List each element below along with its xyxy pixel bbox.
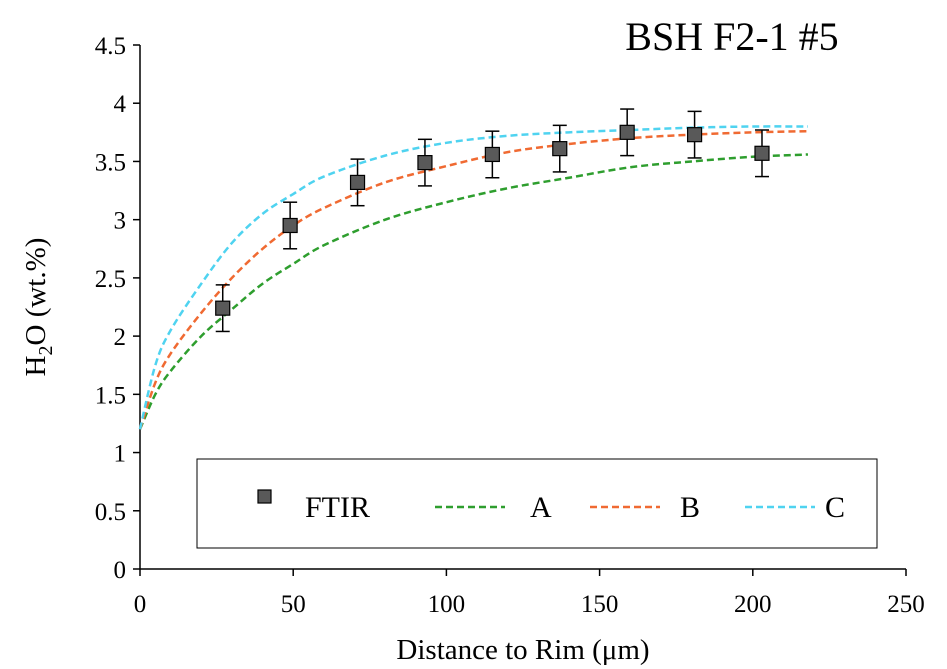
- x-tick-label: 200: [734, 591, 772, 618]
- data-point-ftir: [215, 300, 231, 316]
- x-tick-label: 250: [887, 591, 925, 618]
- data-point-ftir: [619, 124, 635, 140]
- legend-label-a: A: [530, 491, 552, 524]
- series-line-b: [138, 129, 808, 430]
- y-tick-label: 2: [114, 324, 127, 351]
- series-line-c: [138, 125, 808, 430]
- x-tick-label: 0: [134, 591, 147, 618]
- y-axis-title-rest: O (wt.%): [20, 238, 52, 346]
- chart-title: BSH F2-1 #5: [625, 14, 838, 59]
- data-point-ftir: [417, 155, 433, 171]
- x-tick-label: 150: [581, 591, 619, 618]
- data-point-ftir: [349, 174, 366, 191]
- legend-label-c: C: [825, 491, 845, 524]
- legend-marker-ftir: [257, 489, 272, 504]
- y-tick-label: 4.5: [95, 33, 126, 60]
- x-tick-label: 100: [428, 591, 466, 618]
- series-line-a: [138, 153, 809, 430]
- y-axis-title: H2O (wt.%): [20, 238, 57, 377]
- y-tick-label: 3: [114, 208, 127, 235]
- data-points: [215, 124, 770, 316]
- y-ticks: 0 0.5 1 1.5 2 2.5 3 3.5 4 4.5: [95, 33, 140, 584]
- error-bars: [215, 108, 769, 333]
- y-tick-label: 0.5: [95, 499, 126, 526]
- y-tick-label: 2.5: [95, 266, 126, 293]
- y-axis-title-sub: 2: [35, 345, 57, 355]
- legend: FTIR A B C: [196, 458, 878, 549]
- series-lines: [138, 125, 809, 430]
- x-ticks: 0 50 100 150 200 250: [134, 569, 925, 618]
- y-tick-label: 4: [114, 91, 127, 118]
- data-point-ftir: [754, 145, 770, 161]
- y-tick-label: 1: [114, 441, 127, 468]
- y-tick-label: 0: [114, 557, 127, 584]
- legend-box: [196, 458, 878, 549]
- y-tick-label: 3.5: [95, 149, 126, 176]
- data-point-ftir: [686, 127, 703, 143]
- y-tick-label: 1.5: [95, 382, 126, 409]
- legend-label-b: B: [680, 491, 700, 524]
- data-point-ftir: [484, 146, 500, 163]
- x-axis-title: Distance to Rim (μm): [396, 634, 649, 666]
- x-tick-label: 50: [281, 591, 306, 618]
- data-point-ftir: [282, 217, 298, 234]
- data-point-ftir: [552, 141, 568, 157]
- legend-label-ftir: FTIR: [305, 491, 370, 524]
- y-axis-title-main: H: [20, 355, 52, 376]
